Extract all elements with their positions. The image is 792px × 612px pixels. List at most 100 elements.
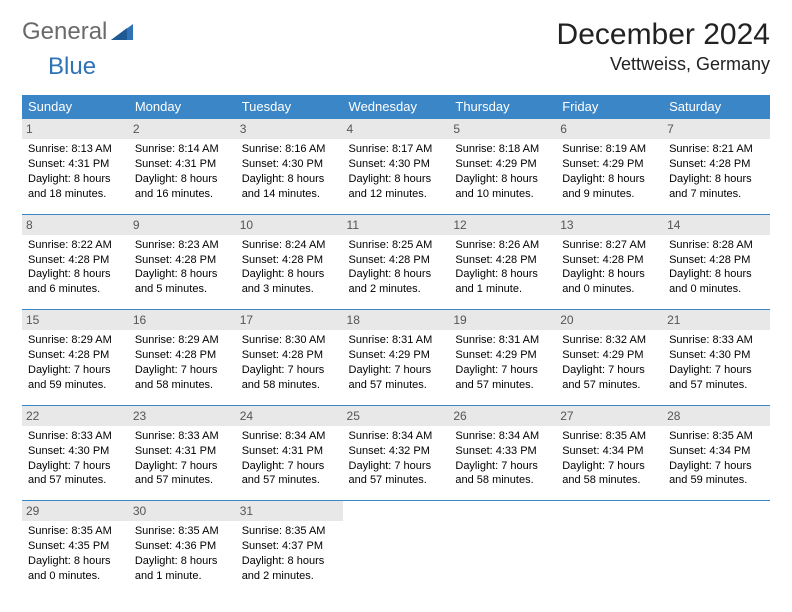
day-number: 1 <box>22 119 129 139</box>
day-number: 6 <box>556 119 663 139</box>
calendar-day-cell: 26Sunrise: 8:34 AMSunset: 4:33 PMDayligh… <box>449 405 556 501</box>
calendar-day-cell <box>556 501 663 596</box>
sunset-text: Sunset: 4:31 PM <box>135 444 230 459</box>
sunset-text: Sunset: 4:34 PM <box>669 444 764 459</box>
weekday-header: Saturday <box>663 95 770 119</box>
calendar-day-cell: 27Sunrise: 8:35 AMSunset: 4:34 PMDayligh… <box>556 405 663 501</box>
day-number: 28 <box>663 406 770 426</box>
sunrise-text: Sunrise: 8:30 AM <box>242 333 337 348</box>
sunset-text: Sunset: 4:28 PM <box>28 253 123 268</box>
logo-text-blue: Blue <box>48 53 96 81</box>
day-info: Sunrise: 8:35 AMSunset: 4:37 PMDaylight:… <box>242 524 337 583</box>
day-info: Sunrise: 8:33 AMSunset: 4:30 PMDaylight:… <box>669 333 764 392</box>
sunrise-text: Sunrise: 8:33 AM <box>669 333 764 348</box>
day-number: 10 <box>236 215 343 235</box>
daylight-text: Daylight: 8 hours and 0 minutes. <box>562 267 657 297</box>
day-info: Sunrise: 8:32 AMSunset: 4:29 PMDaylight:… <box>562 333 657 392</box>
sunset-text: Sunset: 4:30 PM <box>242 157 337 172</box>
calendar-day-cell: 13 Sunrise: 8:27 AMSunset: 4:28 PMDayligh… <box>556 214 663 310</box>
sunrise-text: Sunrise: 8:19 AM <box>562 142 657 157</box>
logo-text-general: General <box>22 18 107 46</box>
day-info: Sunrise: 8:21 AMSunset: 4:28 PMDaylight:… <box>669 142 764 201</box>
sunset-text: Sunset: 4:28 PM <box>135 348 230 363</box>
day-info: Sunrise: 8:19 AMSunset: 4:29 PMDaylight:… <box>562 142 657 201</box>
sunrise-text: Sunrise: 8:35 AM <box>562 429 657 444</box>
sunset-text: Sunset: 4:33 PM <box>455 444 550 459</box>
calendar-day-cell: 18Sunrise: 8:31 AMSunset: 4:29 PMDayligh… <box>343 310 450 406</box>
sunrise-text: Sunrise: 8:35 AM <box>669 429 764 444</box>
sunrise-text: Sunrise: 8:35 AM <box>242 524 337 539</box>
day-info: Sunrise: 8:18 AMSunset: 4:29 PMDaylight:… <box>455 142 550 201</box>
sunrise-text: Sunrise: 8:24 AM <box>242 238 337 253</box>
sunset-text: Sunset: 4:29 PM <box>455 157 550 172</box>
calendar-week-row: 8Sunrise: 8:22 AMSunset: 4:28 PMDaylight… <box>22 214 770 310</box>
daylight-text: Daylight: 8 hours and 6 minutes. <box>28 267 123 297</box>
sunset-text: Sunset: 4:30 PM <box>669 348 764 363</box>
daylight-text: Daylight: 8 hours and 7 minutes. <box>669 172 764 202</box>
calendar-day-cell: 9 Sunrise: 8:23 AMSunset: 4:28 PMDaylight… <box>129 214 236 310</box>
daylight-text: Daylight: 8 hours and 3 minutes. <box>242 267 337 297</box>
sunset-text: Sunset: 4:29 PM <box>455 348 550 363</box>
daylight-text: Daylight: 8 hours and 18 minutes. <box>28 172 123 202</box>
day-number: 3 <box>236 119 343 139</box>
calendar-day-cell: 16Sunrise: 8:29 AMSunset: 4:28 PMDayligh… <box>129 310 236 406</box>
calendar-day-cell: 19Sunrise: 8:31 AMSunset: 4:29 PMDayligh… <box>449 310 556 406</box>
sunset-text: Sunset: 4:28 PM <box>135 253 230 268</box>
location-label: Vettweiss, Germany <box>557 54 770 75</box>
day-info: Sunrise: 8:35 AMSunset: 4:35 PMDaylight:… <box>28 524 123 583</box>
daylight-text: Daylight: 7 hours and 57 minutes. <box>455 363 550 393</box>
sunset-text: Sunset: 4:31 PM <box>242 444 337 459</box>
calendar-day-cell: 14Sunrise: 8:28 AMSunset: 4:28 PMDayligh… <box>663 214 770 310</box>
daylight-text: Daylight: 8 hours and 5 minutes. <box>135 267 230 297</box>
day-number: 20 <box>556 310 663 330</box>
calendar-day-cell: 31Sunrise: 8:35 AMSunset: 4:37 PMDayligh… <box>236 501 343 596</box>
calendar-day-cell: 8Sunrise: 8:22 AMSunset: 4:28 PMDaylight… <box>22 214 129 310</box>
day-info: Sunrise: 8:35 AMSunset: 4:36 PMDaylight:… <box>135 524 230 583</box>
sunset-text: Sunset: 4:28 PM <box>28 348 123 363</box>
sunset-text: Sunset: 4:28 PM <box>242 348 337 363</box>
day-number: 2 <box>129 119 236 139</box>
weekday-header: Monday <box>129 95 236 119</box>
day-info: Sunrise: 8:35 AMSunset: 4:34 PMDaylight:… <box>562 429 657 488</box>
weekday-header: Friday <box>556 95 663 119</box>
calendar-day-cell: 29 Sunrise: 8:35 AMSunset: 4:35 PMDayligh… <box>22 501 129 596</box>
sunrise-text: Sunrise: 8:25 AM <box>349 238 444 253</box>
sunset-text: Sunset: 4:37 PM <box>242 539 337 554</box>
day-info: Sunrise: 8:29 AMSunset: 4:28 PMDaylight:… <box>28 333 123 392</box>
weekday-header: Wednesday <box>343 95 450 119</box>
sunrise-text: Sunrise: 8:31 AM <box>349 333 444 348</box>
weekday-header: Thursday <box>449 95 556 119</box>
sunrise-text: Sunrise: 8:27 AM <box>562 238 657 253</box>
sunrise-text: Sunrise: 8:33 AM <box>135 429 230 444</box>
calendar-day-cell: 3Sunrise: 8:16 AMSunset: 4:30 PMDaylight… <box>236 119 343 215</box>
calendar-day-cell: 24Sunrise: 8:34 AMSunset: 4:31 PMDayligh… <box>236 405 343 501</box>
day-info: Sunrise: 8:27 AMSunset: 4:28 PMDaylight:… <box>562 238 657 297</box>
daylight-text: Daylight: 7 hours and 58 minutes. <box>562 459 657 489</box>
daylight-text: Daylight: 7 hours and 57 minutes. <box>135 459 230 489</box>
calendar-day-cell <box>343 501 450 596</box>
calendar-table: Sunday Monday Tuesday Wednesday Thursday… <box>22 95 770 596</box>
calendar-week-row: 1 Sunrise: 8:13 AMSunset: 4:31 PMDaylight… <box>22 119 770 215</box>
day-number: 23 <box>129 406 236 426</box>
sunset-text: Sunset: 4:31 PM <box>28 157 123 172</box>
daylight-text: Daylight: 8 hours and 0 minutes. <box>669 267 764 297</box>
day-number: 9 <box>129 215 236 235</box>
calendar-day-cell: 1 Sunrise: 8:13 AMSunset: 4:31 PMDaylight… <box>22 119 129 215</box>
day-number: 29 <box>22 501 129 521</box>
calendar-day-cell: 11Sunrise: 8:25 AMSunset: 4:28 PMDayligh… <box>343 214 450 310</box>
day-number: 12 <box>449 215 556 235</box>
daylight-text: Daylight: 7 hours and 57 minutes. <box>242 459 337 489</box>
day-info: Sunrise: 8:13 AMSunset: 4:31 PMDaylight:… <box>28 142 123 201</box>
sunset-text: Sunset: 4:28 PM <box>669 253 764 268</box>
sunset-text: Sunset: 4:28 PM <box>349 253 444 268</box>
calendar-day-cell: 2Sunrise: 8:14 AMSunset: 4:31 PMDaylight… <box>129 119 236 215</box>
day-number: 13 <box>556 215 663 235</box>
day-number: 14 <box>663 215 770 235</box>
day-number: 4 <box>343 119 450 139</box>
calendar-day-cell: 5Sunrise: 8:18 AMSunset: 4:29 PMDaylight… <box>449 119 556 215</box>
daylight-text: Daylight: 7 hours and 58 minutes. <box>242 363 337 393</box>
logo-triangle-icon <box>111 22 133 43</box>
day-number: 18 <box>343 310 450 330</box>
sunrise-text: Sunrise: 8:23 AM <box>135 238 230 253</box>
sunset-text: Sunset: 4:36 PM <box>135 539 230 554</box>
